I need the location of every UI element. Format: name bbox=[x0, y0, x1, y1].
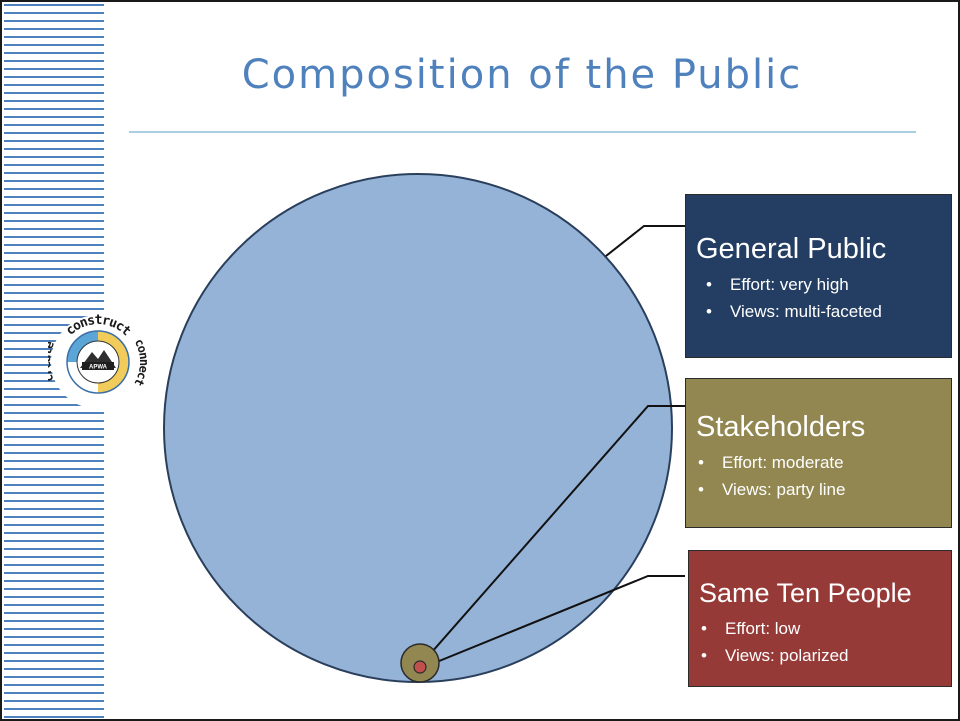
stakeholders-bullet: Effort: moderate bbox=[698, 449, 951, 476]
stakeholders-heading: Stakeholders bbox=[696, 411, 866, 443]
same-ten-people-circle bbox=[413, 660, 427, 674]
logo-badge: APWA bbox=[89, 365, 108, 371]
title-divider bbox=[129, 131, 916, 133]
general-public-connector bbox=[605, 225, 685, 257]
svg-text:connect: connect bbox=[132, 336, 148, 388]
apwa-logo: APWA construct connect create bbox=[48, 313, 148, 409]
same-ten-people-bullet: Effort: low bbox=[701, 615, 951, 642]
slide-title: Composition of the Public bbox=[241, 52, 803, 98]
general-public-bullet: Views: multi-faceted bbox=[706, 298, 951, 325]
general-public-bullet: Effort: very high bbox=[706, 271, 951, 298]
general-public-bullets: Effort: very high Views: multi-faceted bbox=[706, 271, 951, 325]
same-ten-people-connector bbox=[421, 575, 685, 669]
general-public-circle bbox=[163, 173, 673, 683]
same-ten-people-bullet: Views: polarized bbox=[701, 642, 951, 669]
stakeholders-bullets: Effort: moderate Views: party line bbox=[698, 449, 951, 503]
logo-right-text: connect bbox=[132, 336, 148, 388]
same-ten-people-heading: Same Ten People bbox=[699, 578, 912, 608]
same-ten-people-bullets: Effort: low Views: polarized bbox=[701, 615, 951, 669]
general-public-box: General Public Effort: very high Views: … bbox=[685, 194, 952, 358]
general-public-heading: General Public bbox=[696, 233, 887, 265]
stakeholders-bullet: Views: party line bbox=[698, 476, 951, 503]
stakeholders-connector bbox=[423, 405, 685, 662]
same-ten-people-box: Same Ten People Effort: low Views: polar… bbox=[688, 550, 952, 687]
stakeholders-box: Stakeholders Effort: moderate Views: par… bbox=[685, 378, 952, 528]
